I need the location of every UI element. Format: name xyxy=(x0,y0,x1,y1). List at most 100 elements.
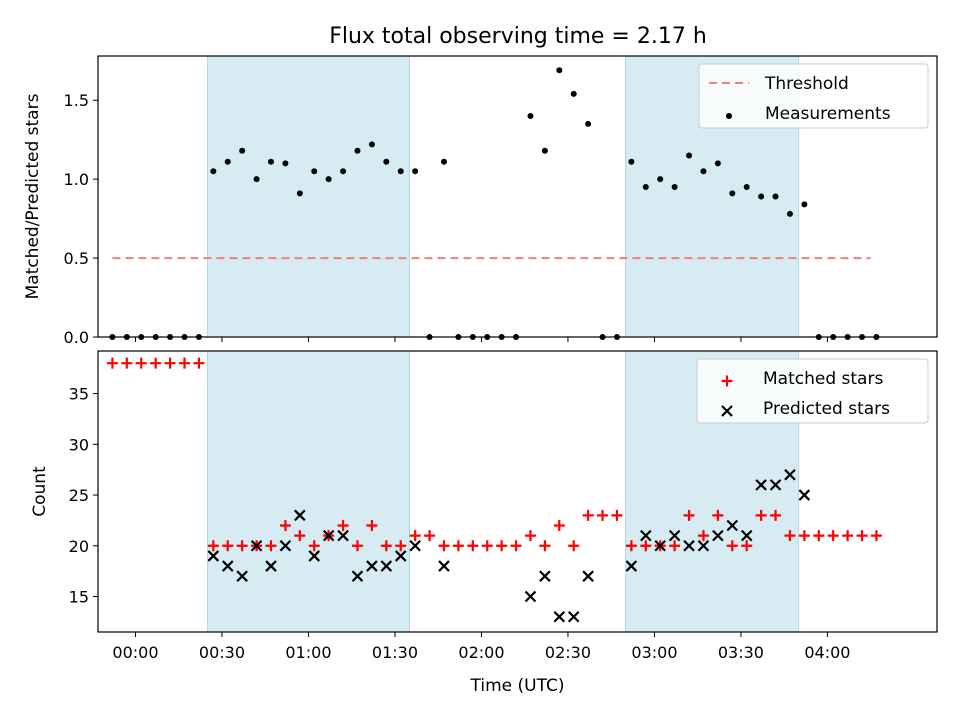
matched-star-point xyxy=(467,540,479,552)
predicted-star-point xyxy=(250,539,263,552)
count-panel: 15 20 25 30 35 00:00 00:30 01:00 01:30 02:00 02:30… xyxy=(30,350,938,696)
matched-star-point xyxy=(294,530,306,542)
measurement-point xyxy=(556,67,563,74)
measurement-point xyxy=(700,168,707,175)
matched-star-point xyxy=(395,540,407,552)
legend-box xyxy=(696,358,929,424)
matched-star-point xyxy=(712,509,724,521)
matched-star-point xyxy=(496,540,508,552)
predicted-star-point xyxy=(625,560,638,572)
x-tick-label: 01:30 xyxy=(372,643,418,662)
matched-star-point xyxy=(611,509,623,521)
predicted-star-point xyxy=(279,539,292,552)
measurement-point xyxy=(585,120,592,127)
x-tick-label: 02:30 xyxy=(545,643,591,662)
matched-star-point xyxy=(770,509,782,521)
matched-star-point xyxy=(150,357,162,369)
predicted-star-point xyxy=(322,529,335,542)
measurement-point xyxy=(743,184,750,191)
predicted-star-point xyxy=(409,539,421,552)
measurement-point xyxy=(224,158,231,165)
measurement-point xyxy=(541,147,548,154)
legend-matched-swatch xyxy=(721,375,733,387)
y-tick-label: 20 xyxy=(69,537,89,556)
y-tick-label: 0.0 xyxy=(64,328,89,347)
x-axis-label: Time (UTC) xyxy=(470,676,565,696)
measurement-point xyxy=(354,147,361,154)
measurement-point xyxy=(368,141,375,148)
predicted-star-point xyxy=(755,479,767,491)
matched-star-point xyxy=(178,357,190,369)
predicted-star-point xyxy=(553,611,566,623)
predicted-star-point xyxy=(784,468,796,481)
measurement-point xyxy=(325,176,332,183)
x-tick-label: 03:30 xyxy=(718,643,764,662)
predicted-star-point xyxy=(351,570,364,582)
legend-predicted-swatch xyxy=(721,405,733,417)
y-tick-label: 25 xyxy=(69,486,89,505)
matched-star-point xyxy=(265,540,277,552)
matched-star-point xyxy=(726,540,738,552)
matched-star-point xyxy=(798,530,810,542)
measurement-point xyxy=(786,210,793,217)
predicted-star-point xyxy=(798,489,811,501)
measurement-point xyxy=(758,193,765,200)
predicted-star-point xyxy=(366,560,378,572)
predicted-star-point xyxy=(265,560,277,572)
x-tick-label: 03:00 xyxy=(631,643,677,662)
matched-star-point xyxy=(597,509,609,521)
predicted-star-point xyxy=(221,560,234,572)
y-axis-label: Matched/Predicted stars xyxy=(23,93,43,299)
plot-frame xyxy=(97,350,938,633)
matched-star-point xyxy=(697,530,709,542)
matched-star-point xyxy=(741,540,753,552)
matched-star-point xyxy=(582,509,594,521)
chart-title: Flux total observing time = 2.17 h xyxy=(329,24,707,49)
measurement-point xyxy=(397,168,404,175)
observing-band xyxy=(207,351,410,632)
predicted-star-point xyxy=(567,611,580,623)
matched-star-point xyxy=(164,357,176,369)
legend-label: Predicted stars xyxy=(763,399,890,419)
matched-star-point xyxy=(207,540,219,552)
ratio-panel: 0.0 0.5 1.0 1.5 Matched/Predicted stars Thres… xyxy=(23,55,938,347)
predicted-star-point xyxy=(394,550,407,562)
measurement-point xyxy=(311,168,318,175)
predicted-star-point xyxy=(726,519,739,532)
measurement-point xyxy=(801,201,808,208)
measurement-point xyxy=(657,176,664,183)
measurement-point xyxy=(527,112,534,119)
measurement-point xyxy=(714,160,721,167)
legend-label: Measurements xyxy=(765,104,891,124)
y-tick-label: 30 xyxy=(69,435,89,454)
measurement-point xyxy=(729,190,736,197)
predicted-star-point xyxy=(712,529,724,542)
matched-star-point xyxy=(135,357,147,369)
matched-star-point xyxy=(193,357,205,369)
matched-star-point xyxy=(813,530,825,542)
measurement-point xyxy=(570,90,577,97)
measurement-point xyxy=(412,168,419,175)
y-tick-label: 15 xyxy=(69,587,89,606)
predicted-star-point xyxy=(524,590,537,603)
matched-star-point xyxy=(683,509,695,521)
predicted-star-point xyxy=(294,509,306,522)
predicted-star-point xyxy=(207,550,220,562)
x-tick-label: 04:00 xyxy=(804,643,850,662)
matched-star-point xyxy=(222,540,234,552)
predicted-star-point xyxy=(539,570,551,582)
measurement-point xyxy=(642,184,649,191)
predicted-star-point xyxy=(236,570,248,582)
matched-star-point xyxy=(568,540,580,552)
matched-star-point xyxy=(452,540,464,552)
measurement-point xyxy=(671,184,678,191)
y-tick-label: 1.5 xyxy=(64,91,89,110)
measurement-point xyxy=(282,160,289,167)
measurement-point xyxy=(267,158,274,165)
matched-star-point xyxy=(827,530,839,542)
matched-star-point xyxy=(539,540,551,552)
matched-star-point xyxy=(106,357,118,369)
x-tick-label: 02:00 xyxy=(458,643,504,662)
measurement-point xyxy=(210,168,217,175)
